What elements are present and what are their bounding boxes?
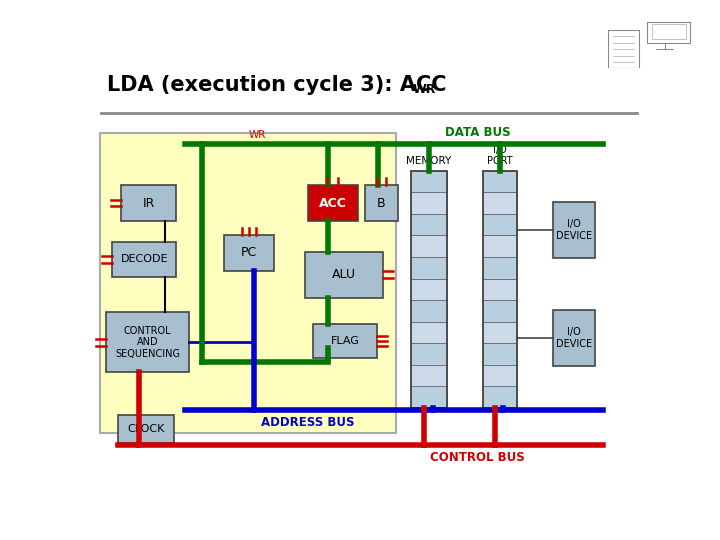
Bar bbox=[411, 386, 447, 408]
Bar bbox=[483, 322, 517, 343]
Bar bbox=[483, 386, 517, 408]
Bar bbox=[483, 364, 517, 386]
Bar bbox=[305, 252, 383, 298]
Text: B: B bbox=[377, 197, 386, 210]
Bar bbox=[553, 202, 595, 258]
Text: ACC: ACC bbox=[319, 197, 346, 210]
Bar bbox=[411, 279, 447, 300]
Bar bbox=[224, 235, 274, 271]
Text: ADDRESS BUS: ADDRESS BUS bbox=[261, 416, 354, 429]
Bar bbox=[483, 171, 517, 408]
Bar bbox=[313, 324, 377, 358]
Bar bbox=[106, 312, 189, 373]
Bar bbox=[411, 300, 447, 322]
Bar bbox=[411, 235, 447, 257]
Bar bbox=[112, 241, 176, 277]
Bar bbox=[483, 192, 517, 214]
Bar bbox=[608, 30, 639, 68]
Bar bbox=[411, 257, 447, 279]
Bar bbox=[647, 22, 690, 43]
Text: WR: WR bbox=[248, 130, 266, 140]
Bar bbox=[364, 185, 398, 221]
Bar bbox=[121, 185, 176, 221]
Bar bbox=[483, 343, 517, 364]
Text: I/O
PORT: I/O PORT bbox=[487, 145, 513, 166]
Bar bbox=[118, 415, 174, 443]
Text: CONTROL
AND
SEQUENCING: CONTROL AND SEQUENCING bbox=[115, 326, 180, 359]
Text: I/O
DEVICE: I/O DEVICE bbox=[556, 219, 592, 241]
Bar bbox=[483, 257, 517, 279]
Text: PC: PC bbox=[241, 246, 257, 259]
Text: ALU: ALU bbox=[332, 268, 356, 281]
Text: WR: WR bbox=[413, 83, 436, 96]
Text: CONTROL BUS: CONTROL BUS bbox=[431, 451, 525, 464]
Bar bbox=[411, 343, 447, 364]
Bar bbox=[100, 133, 396, 433]
Bar bbox=[483, 279, 517, 300]
Bar bbox=[411, 322, 447, 343]
Bar bbox=[411, 171, 447, 408]
Bar bbox=[483, 171, 517, 192]
Bar bbox=[652, 24, 686, 39]
Text: FLAG: FLAG bbox=[331, 336, 360, 346]
Text: IR: IR bbox=[143, 197, 155, 210]
Text: LDA (execution cycle 3): ACC: LDA (execution cycle 3): ACC bbox=[107, 75, 446, 95]
Bar bbox=[411, 214, 447, 235]
Bar bbox=[411, 364, 447, 386]
Bar bbox=[483, 235, 517, 257]
Bar bbox=[553, 310, 595, 366]
Bar bbox=[483, 300, 517, 322]
Bar bbox=[411, 192, 447, 214]
Bar bbox=[307, 185, 358, 221]
Text: MEMORY: MEMORY bbox=[406, 156, 451, 166]
Bar bbox=[483, 214, 517, 235]
Text: I/O
DEVICE: I/O DEVICE bbox=[556, 327, 592, 349]
Text: CLOCK: CLOCK bbox=[127, 424, 164, 434]
Text: DATA BUS: DATA BUS bbox=[445, 126, 510, 139]
Text: DECODE: DECODE bbox=[121, 254, 168, 264]
Bar bbox=[411, 171, 447, 192]
